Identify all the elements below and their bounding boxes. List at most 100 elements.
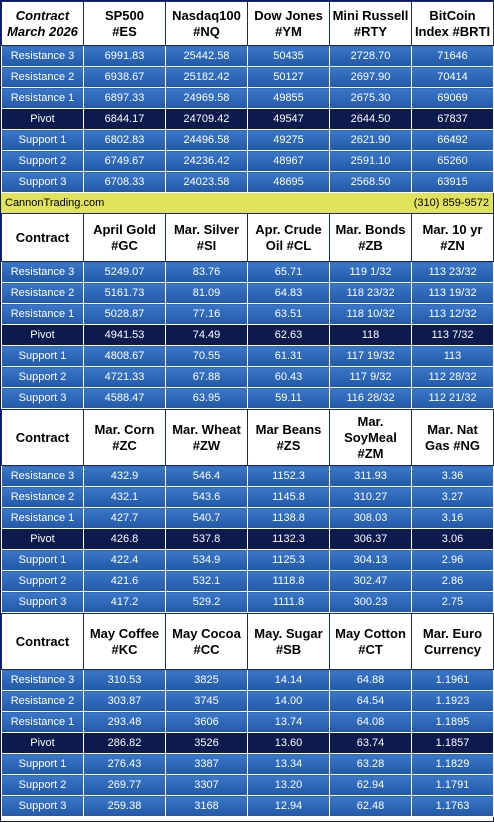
table-row: Support 1 4808.67 70.55 61.31 117 19/32 … [1, 345, 494, 367]
price-cell: 4941.53 [83, 324, 166, 346]
column-name-line2: SoyMeal [344, 429, 397, 445]
price-cell: 13.20 [247, 774, 330, 796]
pivot-row: Pivot 6844.17 24709.42 49547 2644.50 678… [1, 108, 494, 130]
column-symbol: #ZB [358, 237, 383, 253]
pivot-row: Pivot 4941.53 74.49 62.63 118 113 7/32 [1, 324, 494, 346]
price-cell: 70.55 [165, 345, 248, 367]
column-name: April Gold [93, 221, 156, 237]
level-label: Pivot [1, 324, 84, 346]
column-header: Mar. SoyMeal #ZM [329, 409, 412, 466]
price-cell: 5161.73 [83, 282, 166, 304]
price-cell: 1125.3 [247, 549, 330, 571]
price-cell: 24023.58 [165, 171, 248, 193]
price-cell: 69069 [411, 87, 494, 109]
price-cell: 421.6 [83, 570, 166, 592]
price-cell: 427.7 [83, 507, 166, 529]
column-name: Mar. 10 yr [422, 221, 483, 237]
price-cell: 2.86 [411, 570, 494, 592]
price-cell: 3606 [165, 711, 248, 733]
price-cell: 1118.8 [247, 570, 330, 592]
header-row: Contract March 2026 SP500 #ES Nasdaq100 #NQ… [1, 1, 494, 46]
price-cell: 63.28 [329, 753, 412, 775]
price-cell: 3387 [165, 753, 248, 775]
level-label: Resistance 1 [1, 303, 84, 325]
price-cell: 276.43 [83, 753, 166, 775]
level-label: Resistance 1 [1, 711, 84, 733]
price-cell: 63.74 [329, 732, 412, 754]
price-cell: 310.27 [329, 486, 412, 508]
price-cell: 534.9 [165, 549, 248, 571]
price-cell: 2697.90 [329, 66, 412, 88]
table-row: Resistance 1 6897.33 24969.58 49855 2675… [1, 87, 494, 109]
contract-header: Contract March 2026 [1, 1, 84, 46]
price-cell: 3825 [165, 669, 248, 691]
column-symbol: #ES [112, 23, 137, 39]
table-row: Support 1 6802.83 24496.58 49275 2621.90… [1, 129, 494, 151]
price-cell: 2644.50 [329, 108, 412, 130]
price-cell: 432.1 [83, 486, 166, 508]
column-header: April Gold #GC [83, 213, 166, 262]
column-symbol: #ZM [357, 445, 384, 461]
price-cell: 6938.67 [83, 66, 166, 88]
column-header: Mar. Corn #ZC [83, 409, 166, 466]
level-label: Support 2 [1, 366, 84, 388]
column-name: May Cotton [335, 625, 406, 641]
table-row: Resistance 3 310.53 3825 14.14 64.88 1.1… [1, 669, 494, 691]
price-cell: 2.75 [411, 591, 494, 613]
price-cell: 50127 [247, 66, 330, 88]
column-header: Mar. Euro Currency [411, 613, 494, 670]
table-row: Resistance 2 432.1 543.6 1145.8 310.27 3… [1, 486, 494, 508]
column-symbol: #ZS [276, 437, 301, 453]
column-name: Mar. Nat [427, 421, 478, 437]
table-row: Support 1 276.43 3387 13.34 63.28 1.1829 [1, 753, 494, 775]
price-cell: 2.96 [411, 549, 494, 571]
level-label: Resistance 3 [1, 669, 84, 691]
column-name: BitCoin [429, 7, 476, 23]
column-name: Mar. [357, 413, 384, 429]
price-cell: 66492 [411, 129, 494, 151]
price-cell: 14.14 [247, 669, 330, 691]
price-cell: 25182.42 [165, 66, 248, 88]
level-label: Support 2 [1, 150, 84, 172]
column-header: May Coffee #KC [83, 613, 166, 670]
price-cell: 1.1895 [411, 711, 494, 733]
column-header: May Cotton #CT [329, 613, 412, 670]
column-symbol: #GC [111, 237, 138, 253]
price-cell: 117 19/32 [329, 345, 412, 367]
price-cell: 2621.90 [329, 129, 412, 151]
price-cell: 3168 [165, 795, 248, 817]
price-cell: 64.08 [329, 711, 412, 733]
price-cell: 1.1763 [411, 795, 494, 817]
price-cell: 426.8 [83, 528, 166, 550]
column-header: Mar Beans #ZS [247, 409, 330, 466]
table-row: Support 1 422.4 534.9 1125.3 304.13 2.96 [1, 549, 494, 571]
price-cell: 1.1923 [411, 690, 494, 712]
contract-header: Contract [1, 409, 84, 466]
column-header: SP500 #ES [83, 1, 166, 46]
price-cell: 65260 [411, 150, 494, 172]
price-cell: 3307 [165, 774, 248, 796]
level-label: Support 3 [1, 591, 84, 613]
website-link[interactable]: CannonTrading.com [5, 197, 105, 209]
price-cell: 6991.83 [83, 45, 166, 67]
price-cell: 308.03 [329, 507, 412, 529]
price-cell: 70414 [411, 66, 494, 88]
level-label: Resistance 2 [1, 486, 84, 508]
price-cell: 4588.47 [83, 387, 166, 409]
level-label: Resistance 1 [1, 87, 84, 109]
price-cell: 537.8 [165, 528, 248, 550]
table-row: Support 3 6708.33 24023.58 48695 2568.50… [1, 171, 494, 193]
column-symbol: #ZW [192, 437, 221, 453]
column-name: Apr. Crude [255, 221, 322, 237]
price-cell: 118 23/32 [329, 282, 412, 304]
price-cell: 6897.33 [83, 87, 166, 109]
level-label: Support 1 [1, 549, 84, 571]
price-cell: 83.76 [165, 261, 248, 283]
price-cell: 3526 [165, 732, 248, 754]
price-cell: 64.83 [247, 282, 330, 304]
table-row: Support 2 269.77 3307 13.20 62.94 1.1791 [1, 774, 494, 796]
price-cell: 24709.42 [165, 108, 248, 130]
price-cell: 1138.8 [247, 507, 330, 529]
level-label: Pivot [1, 108, 84, 130]
price-cell: 25442.58 [165, 45, 248, 67]
